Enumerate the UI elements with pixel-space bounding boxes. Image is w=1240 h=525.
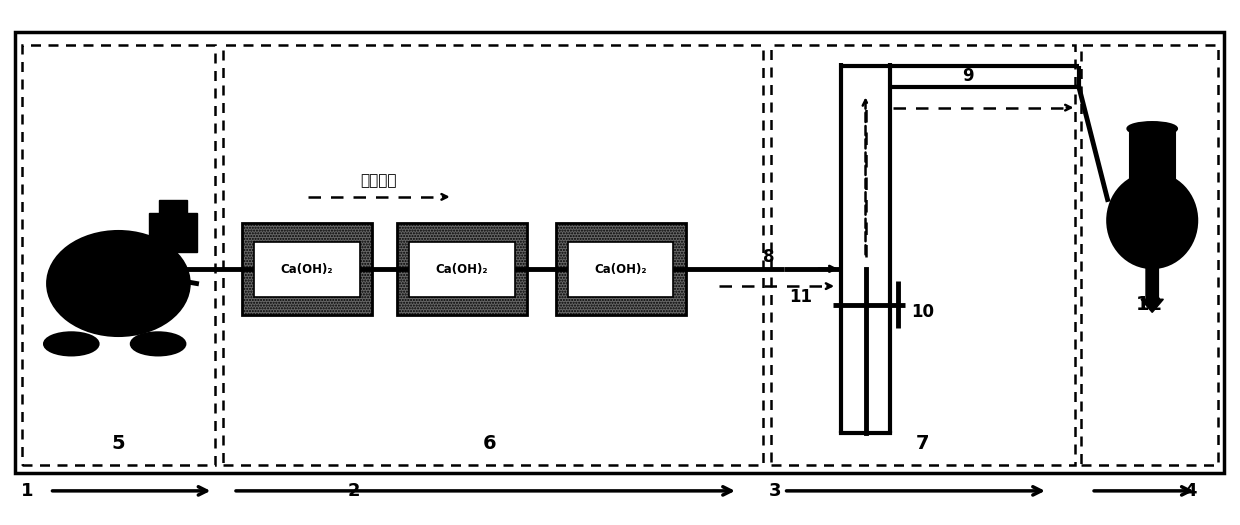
- Text: 12: 12: [1136, 295, 1163, 314]
- Bar: [223, 45, 763, 465]
- Text: 4: 4: [1184, 482, 1197, 500]
- Bar: [1081, 45, 1218, 465]
- Bar: [409, 242, 515, 297]
- Text: 气流方向: 气流方向: [360, 174, 397, 188]
- Text: 8: 8: [764, 248, 775, 266]
- Text: 9: 9: [962, 67, 973, 85]
- Bar: [1130, 131, 1174, 184]
- Bar: [568, 242, 673, 297]
- Text: 5: 5: [112, 434, 124, 453]
- Bar: [159, 200, 186, 215]
- Bar: [771, 45, 1075, 465]
- Text: 3: 3: [769, 482, 781, 500]
- Bar: [556, 223, 686, 315]
- Text: 10: 10: [911, 303, 935, 321]
- Text: 7: 7: [916, 434, 929, 453]
- Text: 1: 1: [21, 482, 33, 500]
- Ellipse shape: [1107, 173, 1197, 268]
- Bar: [397, 223, 527, 315]
- Circle shape: [131, 332, 186, 355]
- FancyArrow shape: [1141, 268, 1163, 312]
- Bar: [149, 213, 196, 252]
- Ellipse shape: [47, 231, 190, 336]
- Bar: [242, 223, 372, 315]
- Text: Ca(OH)₂: Ca(OH)₂: [435, 262, 489, 276]
- Text: Ca(OH)₂: Ca(OH)₂: [594, 262, 647, 276]
- Bar: [15, 32, 1224, 473]
- Bar: [254, 242, 360, 297]
- Ellipse shape: [1127, 122, 1177, 135]
- Bar: [22, 45, 215, 465]
- Text: 2: 2: [347, 482, 360, 500]
- Text: 11: 11: [789, 288, 812, 306]
- Text: 6: 6: [484, 434, 496, 453]
- Circle shape: [45, 332, 99, 355]
- Text: Ca(OH)₂: Ca(OH)₂: [280, 262, 334, 276]
